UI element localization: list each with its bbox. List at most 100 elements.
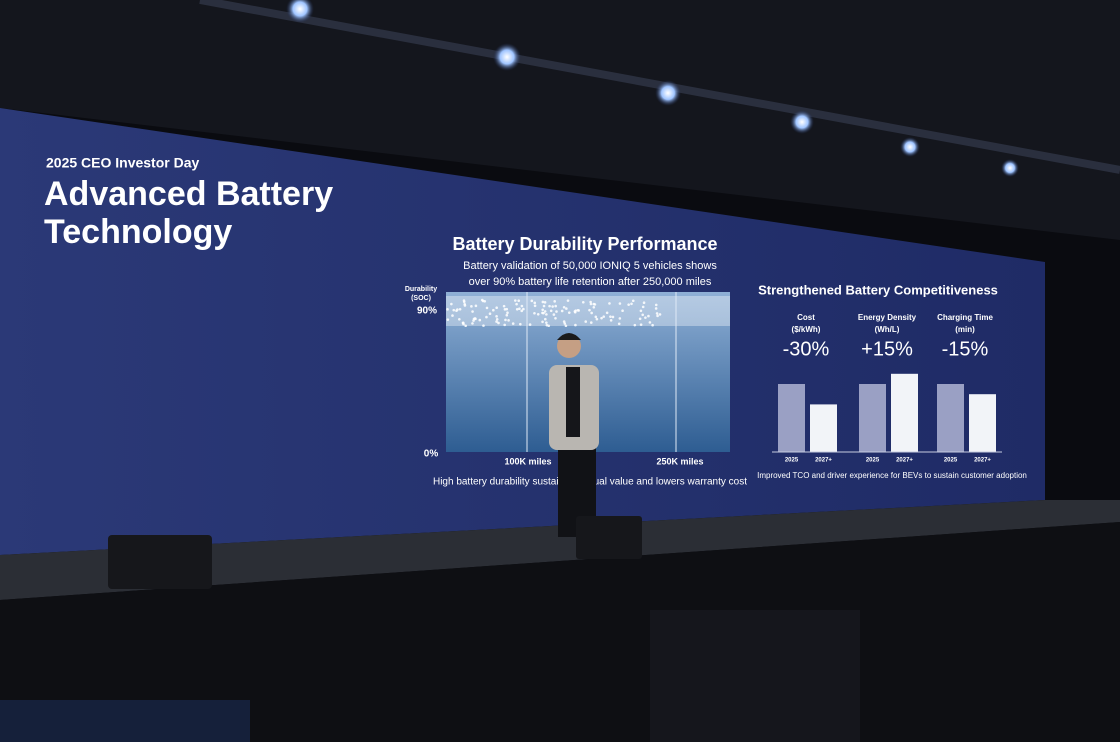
scatter-dot bbox=[658, 313, 662, 316]
axis-label: (SOC) bbox=[411, 295, 431, 302]
scatter-dot bbox=[495, 317, 499, 321]
metric-name: Cost bbox=[797, 313, 815, 322]
scatter-dot bbox=[562, 320, 566, 323]
scatter-dot bbox=[555, 310, 558, 313]
scatter-dot bbox=[548, 304, 551, 308]
scatter-dot bbox=[470, 305, 473, 308]
scatter-dot bbox=[495, 315, 498, 318]
scatter-dot bbox=[502, 304, 506, 308]
scatter-dot bbox=[458, 307, 462, 311]
scatter-dot bbox=[588, 308, 591, 312]
scatter-dot bbox=[654, 307, 658, 310]
stage-floor bbox=[0, 500, 1120, 600]
scatter-dot bbox=[542, 304, 546, 308]
event-label: 2025 CEO Investor Day bbox=[46, 155, 200, 171]
scatter-dot bbox=[589, 321, 593, 324]
scatter-dot bbox=[471, 322, 474, 325]
y-tick-label: 0% bbox=[424, 449, 439, 460]
scatter-dot bbox=[515, 307, 519, 311]
scatter-dot bbox=[593, 303, 597, 306]
scatter-dot bbox=[595, 317, 599, 321]
scatter-dot bbox=[594, 315, 598, 319]
scatter-dot bbox=[551, 305, 554, 308]
scatter-dot bbox=[627, 303, 630, 306]
scatter-dot bbox=[533, 304, 537, 308]
scatter-dot bbox=[630, 302, 633, 306]
main-title: Technology bbox=[44, 213, 232, 251]
scatter-dot bbox=[473, 317, 477, 320]
scatter-dot bbox=[563, 322, 567, 325]
main-title: Advanced Battery bbox=[44, 175, 333, 213]
scatter-dot bbox=[589, 302, 593, 306]
section-subtitle: Battery validation of 50,000 IONIQ 5 veh… bbox=[463, 260, 717, 272]
scatter-dot bbox=[504, 318, 507, 322]
metric-unit: ($/kWh) bbox=[792, 325, 821, 334]
scatter-dot bbox=[456, 308, 459, 311]
scatter-dot bbox=[541, 320, 544, 324]
scatter-dot bbox=[573, 310, 577, 314]
scatter-dot bbox=[647, 314, 650, 318]
scatter-dot bbox=[533, 301, 537, 305]
bar-category: 2027+ bbox=[974, 458, 991, 464]
scatter-dot bbox=[584, 320, 588, 323]
scatter-dot bbox=[541, 311, 544, 315]
scatter-dot bbox=[552, 313, 556, 316]
bar bbox=[859, 384, 886, 452]
scatter-dot bbox=[446, 308, 449, 311]
scatter-dot bbox=[530, 299, 534, 303]
footnote: Improved TCO and driver experience for B… bbox=[757, 471, 1027, 480]
scatter-dot bbox=[544, 317, 547, 321]
metric-name: Charging Time bbox=[937, 313, 993, 322]
bar-category: 2025 bbox=[866, 458, 880, 464]
scatter-dot bbox=[519, 322, 522, 326]
x-tick-label: 100K miles bbox=[504, 456, 551, 466]
scatter-dot bbox=[451, 314, 454, 317]
scatter-dot bbox=[533, 311, 536, 315]
metric-unit: (Wh/L) bbox=[875, 325, 900, 334]
audience-seat bbox=[650, 610, 860, 742]
scatter-dot bbox=[505, 307, 509, 311]
scatter-dot bbox=[553, 300, 556, 303]
scatter-dot bbox=[608, 302, 611, 305]
scatter-dot bbox=[609, 319, 613, 322]
scatter-dot bbox=[639, 309, 643, 313]
bar-category: 2025 bbox=[785, 458, 799, 464]
scatter-dot bbox=[503, 323, 506, 327]
scatter-dot bbox=[549, 309, 553, 313]
bar-category: 2027+ bbox=[815, 458, 832, 464]
scatter-dot bbox=[618, 302, 622, 305]
scatter-dot bbox=[506, 311, 509, 314]
bar bbox=[810, 404, 837, 452]
metric-change: -15% bbox=[942, 338, 989, 360]
scatter-dot bbox=[528, 323, 532, 326]
bar-category: 2025 bbox=[944, 458, 958, 464]
scatter-dot bbox=[471, 310, 474, 313]
scatter-dot bbox=[462, 300, 466, 304]
scatter-dot bbox=[560, 309, 564, 313]
scatter-dot bbox=[574, 323, 577, 327]
scatter-dot bbox=[480, 298, 484, 302]
scatter-dot bbox=[536, 313, 540, 316]
stage-monitor bbox=[108, 535, 212, 589]
scatter-dot bbox=[543, 301, 547, 304]
scatter-dot bbox=[507, 319, 510, 322]
scatter-dot bbox=[513, 299, 517, 302]
bar-category: 2027+ bbox=[896, 458, 913, 464]
scatter-dot bbox=[547, 324, 551, 328]
scatter-dot bbox=[590, 311, 593, 315]
scatter-dot bbox=[518, 307, 521, 311]
scatter-dot bbox=[497, 321, 500, 325]
section-title: Battery Durability Performance bbox=[452, 234, 717, 254]
scatter-dot bbox=[592, 306, 596, 309]
y-tick-label: 90% bbox=[417, 306, 437, 317]
scatter-dot bbox=[576, 308, 580, 312]
scatter-dot bbox=[617, 322, 621, 326]
metric-name: Energy Density bbox=[858, 313, 917, 322]
scatter-dot bbox=[545, 321, 548, 324]
scatter-dot bbox=[485, 306, 489, 310]
scatter-dot bbox=[482, 324, 485, 327]
audience-seat bbox=[0, 700, 250, 742]
scatter-dot bbox=[609, 315, 612, 318]
scatter-dot bbox=[554, 304, 557, 308]
scatter-dot bbox=[654, 303, 658, 307]
